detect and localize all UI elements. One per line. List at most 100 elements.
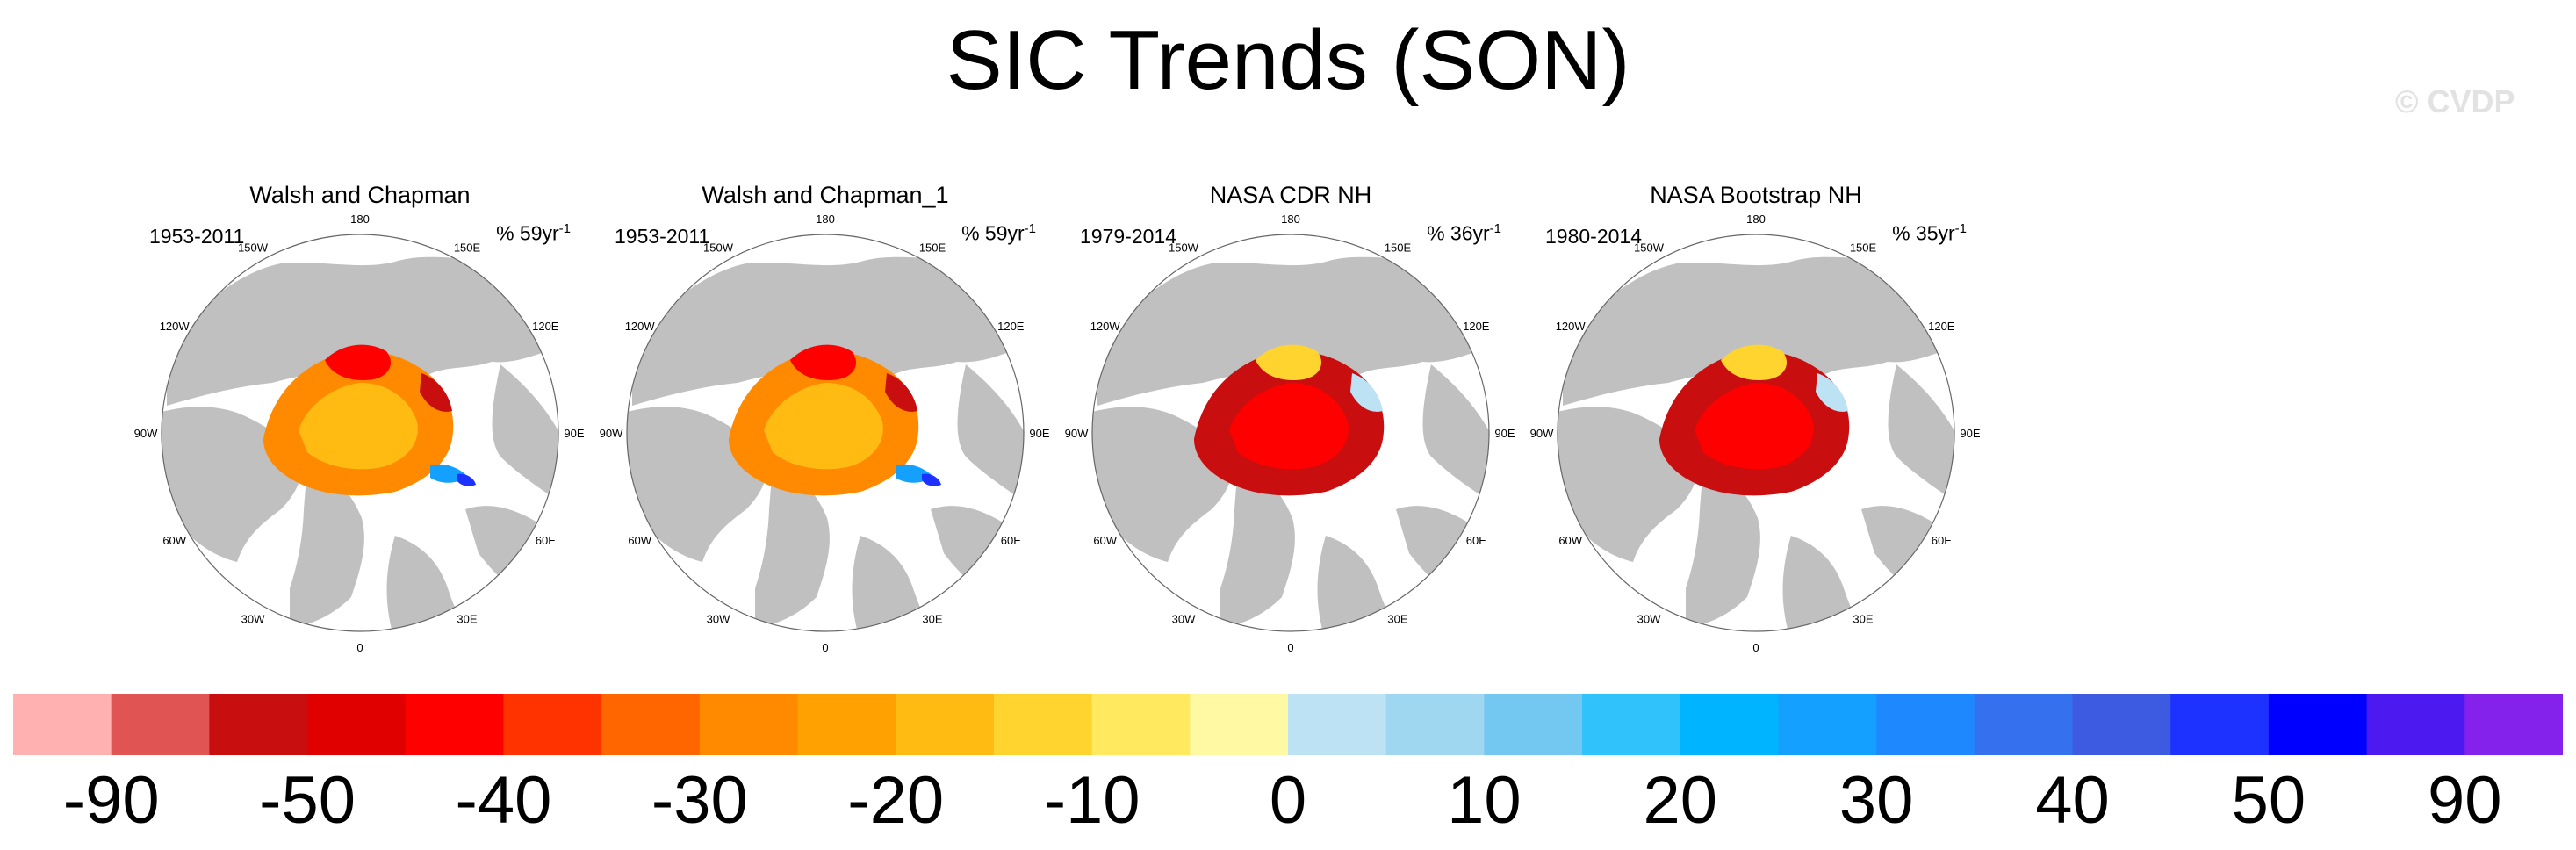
longitude-label: 30W bbox=[707, 612, 730, 625]
trend-field-edge bbox=[1256, 344, 1321, 381]
panel-title: NASA Bootstrap NH bbox=[1650, 182, 1862, 208]
map-panel: 180 150E 120E 90E 60E 30E 0 30W 60W 90W 120W 150W NA… bbox=[1062, 176, 1519, 667]
longitude-label: 90W bbox=[600, 427, 623, 440]
land-asia bbox=[1097, 255, 1489, 406]
colorbar-swatch bbox=[111, 694, 210, 755]
units-exponent: -1 bbox=[558, 221, 571, 236]
longitude-label: 30W bbox=[241, 612, 265, 625]
longitude-label: 120W bbox=[625, 320, 656, 333]
map-panel: 180 150E 120E 90E 60E 30E 0 30W 60W 90W 120W 150W NA… bbox=[1528, 176, 1984, 667]
longitude-label: 90E bbox=[1494, 427, 1515, 440]
colorbar-tick-label: -40 bbox=[455, 763, 552, 838]
longitude-label: 180 bbox=[350, 212, 370, 226]
colorbar-swatch bbox=[405, 694, 505, 755]
page-title: SIC Trends (SON) bbox=[946, 13, 1630, 107]
colorbar-swatch bbox=[1680, 694, 1780, 755]
colorbar-swatch bbox=[13, 694, 112, 755]
trend-field-edge-east bbox=[1350, 373, 1383, 412]
land-europe bbox=[1782, 536, 1879, 631]
land-greenland bbox=[290, 465, 364, 628]
land-siberia bbox=[1422, 364, 1489, 509]
longitude-label: 120W bbox=[160, 320, 191, 333]
units-exponent: -1 bbox=[1954, 221, 1967, 236]
colorbar-tick-label: 0 bbox=[1269, 763, 1307, 838]
colorbar-tick-label: 10 bbox=[1447, 763, 1522, 838]
longitude-label: 180 bbox=[816, 212, 835, 226]
trend-field-edge bbox=[1721, 344, 1787, 381]
colorbar-tick-label: -10 bbox=[1043, 763, 1140, 838]
longitude-label: 60W bbox=[1558, 534, 1582, 547]
map-panel: 180 150E 120E 90E 60E 30E 0 30W 60W 90W 120W 150W Wa… bbox=[597, 176, 1054, 667]
longitude-label: 120E bbox=[997, 320, 1025, 333]
panel-period: 1980-2014 bbox=[1545, 225, 1642, 248]
trend-field-inner bbox=[299, 383, 418, 470]
trend-field-edge bbox=[325, 344, 391, 381]
units-text: % 59yr bbox=[961, 221, 1025, 245]
units-exponent: -1 bbox=[1489, 221, 1501, 236]
panel-title: Walsh and Chapman_1 bbox=[702, 182, 949, 208]
longitude-label: 90W bbox=[1530, 427, 1554, 440]
colorbar-swatch bbox=[1974, 694, 2074, 755]
colorbar-swatch bbox=[503, 694, 602, 755]
colorbar-swatch bbox=[2464, 694, 2563, 755]
longitude-label: 120W bbox=[1090, 320, 1121, 333]
panel-period: 1953-2011 bbox=[615, 225, 710, 248]
longitude-label: 60E bbox=[1466, 534, 1486, 547]
longitude-label: 30W bbox=[1172, 612, 1196, 625]
trend-field-edge-east bbox=[885, 373, 917, 412]
land-greenland bbox=[1686, 465, 1760, 628]
polar-map: 180 150E 120E 90E 60E 30E 0 30W 60W 90W 120W 150W bbox=[600, 212, 1050, 654]
colorbar-swatch bbox=[1876, 694, 1975, 755]
longitude-label: 0 bbox=[356, 641, 363, 654]
panel-units: % 59yr-1 bbox=[961, 218, 1036, 245]
longitude-label: 90W bbox=[1065, 427, 1089, 440]
colorbar-swatch bbox=[2366, 694, 2465, 755]
watermark: © CVDP bbox=[2395, 83, 2515, 119]
longitude-label: 90E bbox=[1029, 427, 1049, 440]
longitude-label: 30E bbox=[1387, 612, 1407, 625]
map-boundary bbox=[161, 234, 559, 632]
trend-field-edge-east bbox=[420, 373, 452, 412]
colorbar-swatch bbox=[209, 694, 308, 755]
longitude-label: 150W bbox=[1634, 241, 1665, 255]
longitude-label: 180 bbox=[1281, 212, 1300, 226]
panel-period: 1953-2011 bbox=[149, 225, 245, 248]
colorbar-tick-label: 30 bbox=[1838, 763, 1914, 838]
colorbar-tick-label: 40 bbox=[2035, 763, 2110, 838]
colorbar-swatch bbox=[797, 694, 896, 755]
longitude-label: 30E bbox=[922, 612, 942, 625]
longitude-label: 120E bbox=[1463, 320, 1490, 333]
map-panel: 180 150E 120E 90E 60E 30E 0 30W 60W 90W 120W 150W Wa… bbox=[132, 176, 588, 667]
trend-field-inner bbox=[1229, 383, 1349, 470]
longitude-label: 150E bbox=[1385, 241, 1412, 255]
colorbar-swatch bbox=[1190, 694, 1289, 755]
trend-field-edge bbox=[790, 344, 856, 381]
colorbar-swatch bbox=[699, 694, 799, 755]
panel-units: % 59yr-1 bbox=[496, 218, 571, 245]
colorbar-swatch bbox=[1778, 694, 1877, 755]
trend-field-strong-positive bbox=[457, 473, 476, 486]
longitude-label: 120E bbox=[1928, 320, 1955, 333]
colorbar-swatch bbox=[1288, 694, 1387, 755]
panel-title: NASA CDR NH bbox=[1209, 182, 1372, 208]
longitude-label: 30E bbox=[457, 612, 477, 625]
map-boundary bbox=[1091, 234, 1490, 632]
colorbar-tick-label: -50 bbox=[259, 763, 356, 838]
trend-field-inner bbox=[1695, 383, 1814, 470]
colorbar bbox=[13, 694, 2563, 755]
polar-map: 180 150E 120E 90E 60E 30E 0 30W 60W 90W 120W 150W bbox=[1530, 212, 1981, 654]
colorbar-swatch bbox=[993, 694, 1093, 755]
longitude-label: 120E bbox=[532, 320, 559, 333]
map-boundary bbox=[1557, 234, 1955, 632]
panel-title: Walsh and Chapman bbox=[249, 182, 471, 208]
colorbar-swatch bbox=[1091, 694, 1191, 755]
map-boundary bbox=[626, 234, 1025, 632]
trend-field-inner bbox=[764, 383, 883, 470]
land-europe bbox=[386, 536, 483, 631]
colorbar-tick-label: -30 bbox=[651, 763, 748, 838]
colorbar-swatch bbox=[1484, 694, 1583, 755]
longitude-label: 150W bbox=[238, 241, 269, 255]
colorbar-tick-label: 50 bbox=[2231, 763, 2306, 838]
land-greenland bbox=[755, 465, 830, 628]
land-asia bbox=[1563, 255, 1954, 406]
